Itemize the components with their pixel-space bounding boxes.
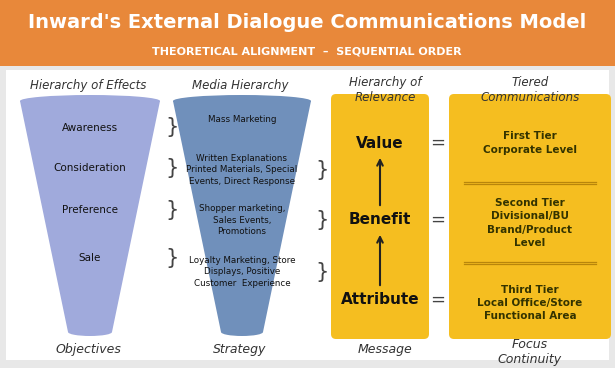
Text: Third Tier
Local Office/Store
Functional Area: Third Tier Local Office/Store Functional…: [477, 285, 582, 321]
Ellipse shape: [68, 328, 112, 336]
Ellipse shape: [173, 95, 311, 107]
Text: Mass Marketing: Mass Marketing: [208, 116, 276, 124]
Text: }: }: [165, 158, 178, 178]
Text: Focus
Continuity: Focus Continuity: [498, 338, 562, 366]
Text: Second Tier
Divisional/BU
Brand/Product
Level: Second Tier Divisional/BU Brand/Product …: [488, 198, 573, 248]
Text: }: }: [165, 117, 178, 137]
Text: }: }: [315, 160, 328, 180]
Text: Written Explanations
Printed Materials, Special
Events, Direct Response: Written Explanations Printed Materials, …: [186, 155, 298, 185]
Text: Hierarchy of Effects: Hierarchy of Effects: [30, 79, 146, 92]
Text: Sale: Sale: [79, 253, 101, 263]
Text: Attribute: Attribute: [341, 293, 419, 308]
Ellipse shape: [20, 95, 160, 107]
Text: THEORETICAL ALIGNMENT  –  SEQUENTIAL ORDER: THEORETICAL ALIGNMENT – SEQUENTIAL ORDER: [152, 47, 462, 57]
Text: }: }: [315, 262, 328, 282]
FancyBboxPatch shape: [449, 94, 611, 339]
Text: Objectives: Objectives: [55, 343, 121, 357]
Text: Tiered
Communications: Tiered Communications: [480, 76, 579, 104]
FancyBboxPatch shape: [331, 94, 429, 339]
Ellipse shape: [221, 328, 263, 336]
Text: Strategy: Strategy: [213, 343, 267, 357]
Text: =: =: [430, 211, 445, 229]
Text: Awareness: Awareness: [62, 123, 118, 133]
Text: Media Hierarchy: Media Hierarchy: [192, 79, 288, 92]
Text: Loyalty Marketing, Store
Displays, Positive
Customer  Experience: Loyalty Marketing, Store Displays, Posit…: [189, 256, 295, 288]
Text: Consideration: Consideration: [54, 163, 126, 173]
Polygon shape: [20, 101, 160, 332]
Text: =: =: [430, 291, 445, 309]
Text: Message: Message: [358, 343, 413, 357]
Text: Inward's External Dialogue Communications Model: Inward's External Dialogue Communication…: [28, 13, 586, 32]
Text: Value: Value: [356, 135, 404, 151]
Polygon shape: [173, 101, 311, 332]
Text: }: }: [165, 200, 178, 220]
Text: }: }: [315, 210, 328, 230]
Text: First Tier
Corporate Level: First Tier Corporate Level: [483, 131, 577, 155]
FancyBboxPatch shape: [0, 0, 615, 66]
FancyBboxPatch shape: [6, 70, 609, 360]
Text: Shopper marketing,
Sales Events,
Promotions: Shopper marketing, Sales Events, Promoti…: [199, 204, 285, 236]
Text: =: =: [430, 134, 445, 152]
Text: Benefit: Benefit: [349, 212, 411, 227]
Text: }: }: [165, 248, 178, 268]
Text: Hierarchy of
Relevance: Hierarchy of Relevance: [349, 76, 421, 104]
Text: Preference: Preference: [62, 205, 118, 215]
